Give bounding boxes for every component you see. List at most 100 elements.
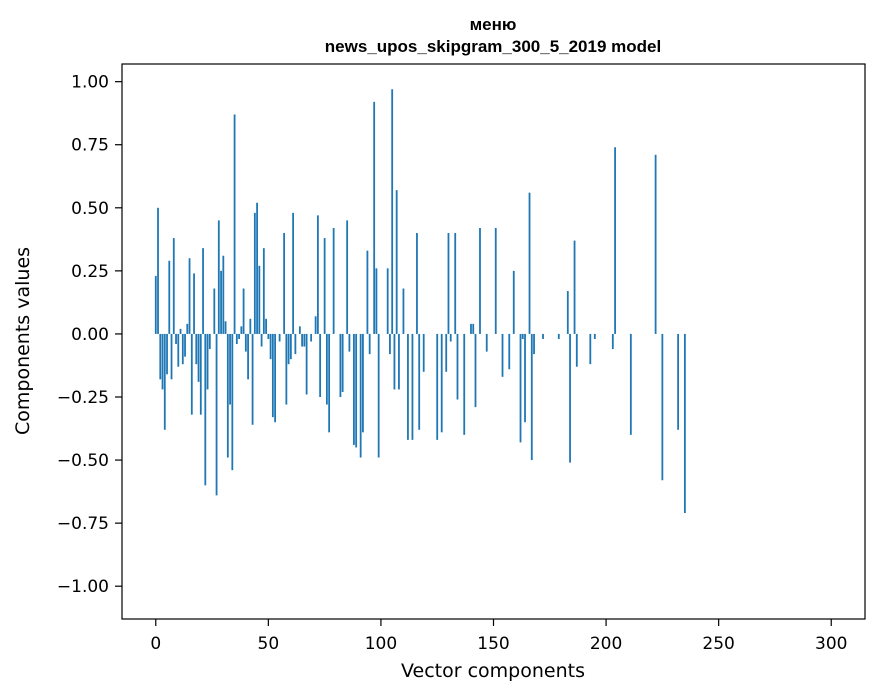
bar	[395, 190, 398, 334]
y-tick-label: 1.00	[71, 73, 109, 93]
bar	[240, 326, 243, 334]
bar	[190, 333, 193, 415]
bar	[436, 333, 439, 440]
bar	[573, 240, 576, 334]
bar	[355, 333, 358, 448]
bar	[224, 321, 227, 334]
bar	[206, 333, 209, 390]
bar	[416, 233, 418, 334]
bar	[303, 333, 306, 347]
bar	[614, 147, 616, 334]
bar	[368, 333, 371, 355]
bar	[407, 333, 409, 440]
bar	[238, 333, 240, 339]
y-tick-label: 0.25	[71, 262, 109, 282]
bar	[332, 227, 335, 334]
bar	[278, 333, 281, 342]
bar	[184, 333, 186, 357]
bar	[289, 333, 292, 360]
bar	[222, 255, 225, 334]
bar	[328, 333, 331, 433]
bar	[253, 212, 256, 334]
bar	[163, 333, 166, 430]
bar	[274, 333, 276, 423]
x-tick-label: 100	[365, 634, 397, 654]
bar	[524, 333, 526, 423]
bar	[542, 333, 544, 339]
bar	[440, 333, 443, 433]
bar	[265, 318, 267, 334]
y-tick-label: 0.50	[71, 199, 109, 219]
bar	[157, 207, 159, 334]
bar	[359, 333, 362, 458]
x-tick-label: 150	[477, 634, 509, 654]
bar	[154, 275, 157, 334]
y-axis-label: Components values	[12, 247, 34, 435]
bar	[229, 333, 231, 405]
y-tick-label: 0.75	[71, 136, 109, 156]
bar	[292, 212, 295, 334]
bar	[172, 238, 175, 334]
bar	[418, 333, 421, 430]
bar	[267, 333, 270, 339]
bar	[485, 333, 488, 352]
bar	[339, 333, 342, 397]
bar	[188, 258, 191, 334]
bar	[244, 333, 247, 352]
bar	[168, 260, 171, 334]
bar	[159, 333, 162, 380]
bar	[654, 154, 657, 334]
x-tick-label: 200	[590, 634, 622, 654]
bar	[220, 270, 222, 334]
bar	[456, 333, 459, 400]
bar	[533, 333, 535, 355]
bar	[519, 333, 522, 443]
bar	[298, 326, 301, 334]
chart-subtitle: news_upos_skipgram_300_5_2019 model	[325, 37, 661, 56]
bar	[479, 227, 481, 334]
bar	[589, 333, 592, 365]
bar	[231, 333, 234, 471]
bar	[593, 333, 596, 339]
bar	[215, 333, 218, 496]
bar	[177, 333, 180, 367]
bar	[377, 333, 380, 458]
bar	[557, 333, 560, 339]
x-tick-label: 0	[150, 634, 161, 654]
bar	[175, 333, 177, 345]
bar	[301, 333, 304, 347]
bar	[422, 333, 425, 372]
bar	[258, 265, 261, 334]
bar	[217, 220, 220, 334]
bar	[285, 333, 288, 405]
bar	[447, 233, 450, 334]
bar	[472, 323, 475, 334]
bar	[287, 333, 290, 365]
bar	[566, 291, 569, 334]
bar	[611, 333, 614, 350]
bar	[386, 268, 389, 334]
x-tick-label: 250	[702, 634, 734, 654]
bar	[346, 220, 349, 334]
bar	[454, 233, 457, 334]
bar	[235, 333, 238, 345]
bar	[247, 333, 249, 380]
bar	[325, 333, 328, 405]
y-tick-label: −0.50	[57, 451, 109, 471]
x-tick-label: 300	[815, 634, 847, 654]
bar	[629, 333, 632, 435]
bar	[193, 273, 195, 334]
bar	[683, 333, 686, 514]
bar	[375, 268, 378, 334]
bar	[512, 270, 515, 334]
bar	[179, 328, 182, 334]
bar	[256, 202, 258, 334]
bar	[305, 333, 308, 395]
bar	[161, 333, 164, 390]
bar	[269, 333, 272, 360]
bars-group	[154, 89, 830, 514]
bar	[181, 333, 184, 365]
bar	[373, 101, 376, 334]
bar	[310, 333, 313, 342]
